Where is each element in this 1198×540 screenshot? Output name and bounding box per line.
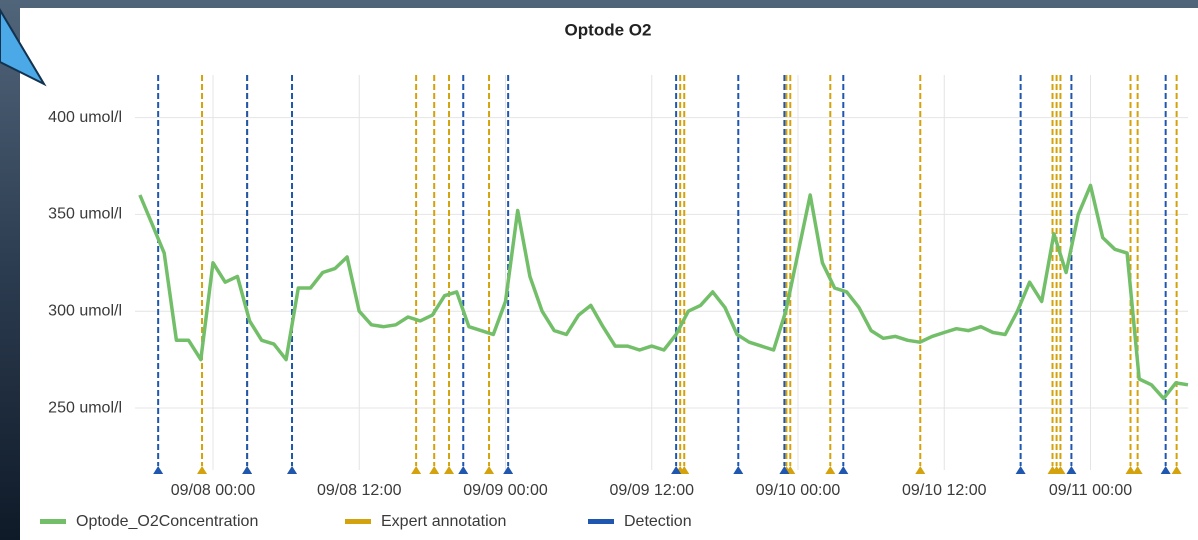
x-tick-label: 09/08 00:00	[171, 482, 256, 499]
legend-swatch	[588, 519, 614, 524]
legend-swatch	[345, 519, 371, 524]
legend-label: Expert annotation	[381, 513, 506, 530]
y-tick-label: 250 umol/l	[48, 399, 122, 416]
x-tick-label: 09/10 00:00	[756, 482, 841, 499]
y-tick-label: 400 umol/l	[48, 109, 122, 126]
chart: Optode O2 250 umol/l 300 umol/l 350 umol/l…	[0, 0, 1198, 540]
x-tick-label: 09/09 00:00	[463, 482, 548, 499]
page: Optode O2 250 umol/l 300 umol/l 350 umol/l…	[0, 0, 1198, 540]
x-tick-label: 09/08 12:00	[317, 482, 402, 499]
x-tick-label: 09/09 12:00	[609, 482, 694, 499]
legend-label: Optode_O2Concentration	[76, 513, 258, 530]
y-tick-label: 300 umol/l	[48, 302, 122, 319]
legend-swatch	[40, 519, 66, 524]
chart-title: Optode O2	[565, 20, 652, 39]
y-tick-label: 350 umol/l	[48, 206, 122, 223]
legend-label: Detection	[624, 513, 692, 530]
x-tick-label: 09/10 12:00	[902, 482, 987, 499]
x-tick-label: 09/11 00:00	[1049, 482, 1132, 499]
